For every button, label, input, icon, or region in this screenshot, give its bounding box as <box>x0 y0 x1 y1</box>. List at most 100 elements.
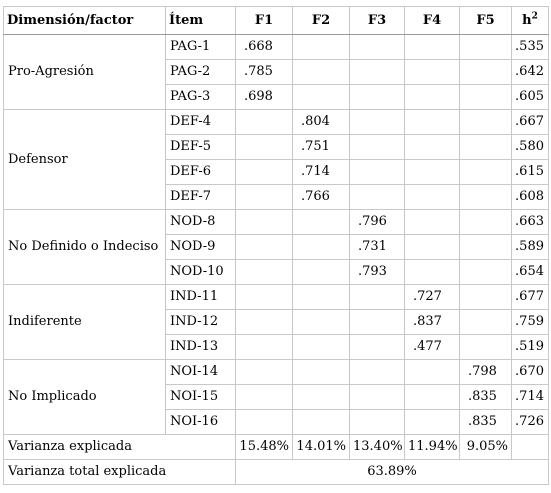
factor-loading: .793 <box>349 259 405 285</box>
empty-cell <box>349 384 405 410</box>
empty-cell <box>292 234 350 260</box>
factor-loading: .785 <box>235 59 293 85</box>
variance-explained-row: Varianza explicada 15.48% 14.01% 13.40% 11.9… <box>3 434 549 460</box>
total-variance-label: Varianza total explicada <box>3 459 236 485</box>
dimension-label: No Definido o Indeciso <box>3 209 166 285</box>
item-code: DEF-5 <box>165 134 236 160</box>
empty-cell <box>459 134 512 160</box>
dimension-label: No Implicado <box>3 359 166 435</box>
variance-explained-f3: 13.40% <box>349 434 405 460</box>
empty-cell <box>292 334 350 360</box>
communality-value: .663 <box>511 209 549 235</box>
header-item: Ítem <box>165 6 236 35</box>
communality-value: .726 <box>511 409 549 435</box>
empty-cell <box>349 159 405 185</box>
empty-cell <box>292 209 350 235</box>
item-code: DEF-4 <box>165 109 236 135</box>
empty-cell <box>459 84 512 110</box>
empty-cell <box>292 34 350 60</box>
header-dimension: Dimensión/factor <box>3 6 166 35</box>
table-row: No Implicado NOI-14 .798.670 <box>3 359 549 435</box>
empty-cell <box>459 109 512 135</box>
empty-cell <box>235 284 293 310</box>
table-row: IND-12 .837 .759 <box>4 309 549 335</box>
empty-cell <box>349 284 405 310</box>
factor-loading: .714 <box>292 159 350 185</box>
factor-loading: .731 <box>349 234 405 260</box>
table-body: Pro-Agresión PAG-1.668.535 PAG-2.785.642 PA… <box>3 34 549 485</box>
empty-cell <box>292 84 350 110</box>
empty-cell <box>404 159 460 185</box>
item-code: NOI-14 <box>165 359 236 385</box>
communality-value: .589 <box>511 234 549 260</box>
header-h2-base: h <box>522 13 532 28</box>
table-row: Defensor DEF-4 .804 .667 <box>3 109 549 210</box>
communality-value: .615 <box>511 159 549 185</box>
communality-value: .759 <box>511 309 549 335</box>
item-code: NOD-8 <box>165 209 236 235</box>
empty-cell <box>349 359 405 385</box>
table-row: PAG-3.698 .605 <box>4 84 549 110</box>
header-f5: F5 <box>459 6 512 35</box>
empty-cell <box>235 409 293 435</box>
empty-cell <box>459 184 512 210</box>
item-code: NOI-15 <box>165 384 236 410</box>
item-code: IND-11 <box>165 284 236 310</box>
factor-loading: .477 <box>404 334 460 360</box>
table-row: NOI-15 .835.714 <box>4 384 549 410</box>
factor-loading: .668 <box>235 34 293 60</box>
empty-cell <box>349 84 405 110</box>
communality-value: .642 <box>511 59 549 85</box>
empty-cell <box>459 284 512 310</box>
empty-cell <box>292 59 350 85</box>
factor-loading: .698 <box>235 84 293 110</box>
header-h2-sup: 2 <box>531 11 538 22</box>
item-code: NOD-9 <box>165 234 236 260</box>
factor-loading: .835 <box>459 384 512 410</box>
empty-cell <box>459 309 512 335</box>
communality-value: .519 <box>511 334 549 360</box>
header-f1: F1 <box>235 6 293 35</box>
item-code: DEF-7 <box>165 184 236 210</box>
communality-value: .670 <box>511 359 549 385</box>
factor-loading: .796 <box>349 209 405 235</box>
communality-value: .535 <box>511 34 549 60</box>
empty-cell <box>349 109 405 135</box>
table-row: DEF-5 .751 .580 <box>4 134 549 160</box>
header-f4: F4 <box>404 6 460 35</box>
variance-explained-f1: 15.48% <box>235 434 293 460</box>
empty-cell <box>404 384 460 410</box>
empty-cell <box>349 409 405 435</box>
empty-cell <box>404 134 460 160</box>
empty-cell <box>404 409 460 435</box>
communality-value: .667 <box>511 109 549 135</box>
variance-explained-f5: 9.05% <box>459 434 512 460</box>
empty-cell <box>459 234 512 260</box>
table-row: Indiferente IND-11 .727 .677 <box>3 284 549 360</box>
empty-cell <box>459 159 512 185</box>
variance-explained-label: Varianza explicada <box>3 434 236 460</box>
header-f2: F2 <box>292 6 350 35</box>
empty-cell <box>511 434 549 460</box>
variance-explained-f4: 11.94% <box>404 434 460 460</box>
table-row: IND-13 .477 .519 <box>4 334 549 360</box>
factor-loading: .835 <box>459 409 512 435</box>
empty-cell <box>349 309 405 335</box>
empty-cell <box>235 334 293 360</box>
empty-cell <box>349 184 405 210</box>
empty-cell <box>235 309 293 335</box>
empty-cell <box>235 234 293 260</box>
empty-cell <box>404 209 460 235</box>
header-h2: h2 <box>511 6 549 35</box>
table-row: PAG-2.785 .642 <box>4 59 549 85</box>
empty-cell <box>459 334 512 360</box>
empty-cell <box>292 284 350 310</box>
communality-value: .580 <box>511 134 549 160</box>
empty-cell <box>235 134 293 160</box>
table-row: NOD-10 .793 .654 <box>4 259 549 285</box>
table-container: Dimensión/factor Ítem F1 F2 F3 F4 F5 h2 … <box>0 6 551 485</box>
empty-cell <box>235 109 293 135</box>
empty-cell <box>459 34 512 60</box>
item-code: PAG-2 <box>165 59 236 85</box>
total-variance-row: Varianza total explicada 63.89% <box>3 459 549 485</box>
